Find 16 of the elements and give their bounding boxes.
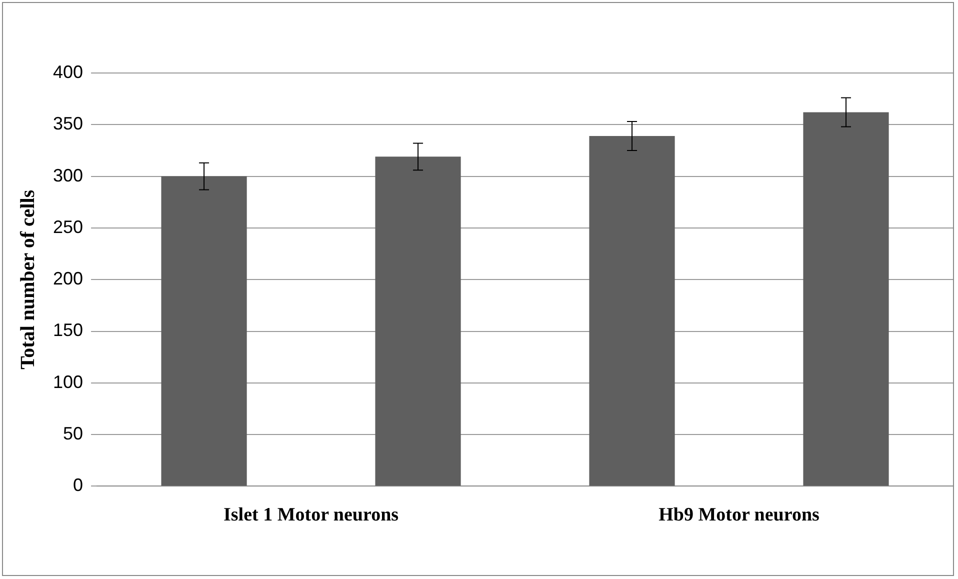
x-tick-label: Hb9 Motor neurons — [658, 504, 820, 526]
y-tick-label: 100 — [52, 372, 84, 392]
y-axis-title: Total number of cells — [17, 190, 40, 370]
y-tick-label: 50 — [63, 424, 84, 444]
bar — [375, 156, 461, 486]
bar — [589, 136, 675, 486]
y-tick-label: 150 — [52, 320, 84, 340]
x-tick-label: Islet 1 Motor neurons — [224, 504, 399, 526]
y-tick-label: 300 — [52, 165, 84, 186]
bar — [803, 112, 889, 486]
y-tick-label: 400 — [52, 62, 84, 82]
y-tick-label: 0 — [73, 475, 84, 496]
bar — [161, 176, 247, 486]
y-tick-label: 200 — [52, 268, 84, 289]
y-tick-label: 350 — [52, 114, 84, 134]
y-tick-label: 250 — [52, 216, 84, 237]
